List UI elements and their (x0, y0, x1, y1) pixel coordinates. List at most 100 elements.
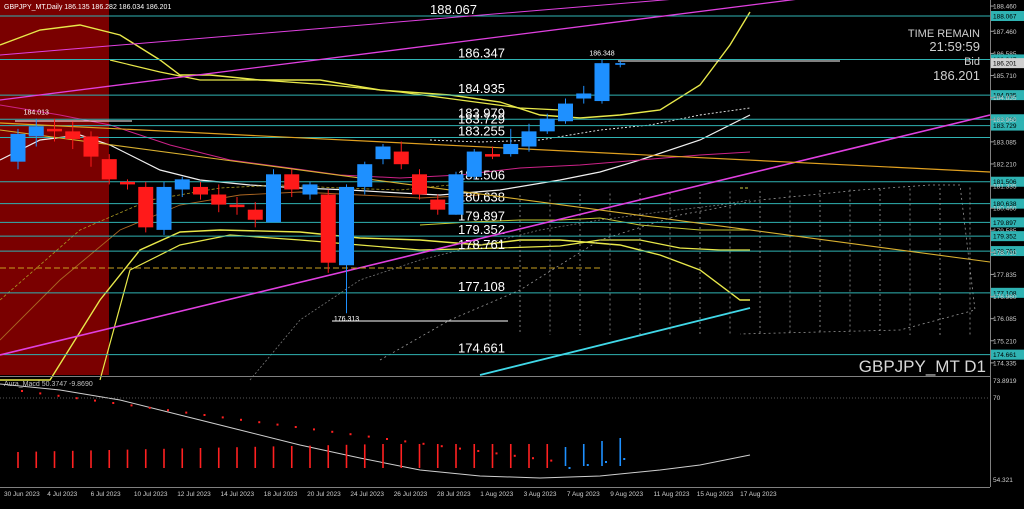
price-tag (991, 120, 1024, 131)
price-tag (991, 198, 1024, 209)
candle[interactable] (485, 146, 500, 160)
price-axis-label: 184.935 (993, 93, 1017, 100)
shaded-zone (0, 0, 109, 375)
macd-signal-dot (75, 397, 78, 400)
price-axis-label: 175.210 (993, 338, 1017, 345)
candle[interactable] (539, 113, 555, 134)
candle[interactable] (576, 85, 592, 104)
trend-channel-lower[interactable] (0, 114, 991, 356)
macd-signal-dot (21, 390, 23, 392)
candle[interactable] (156, 181, 172, 235)
price-axis-label: 174.661 (993, 352, 1017, 359)
macd-signal-dot (331, 430, 334, 433)
trend-line-orange[interactable] (0, 122, 991, 173)
candle[interactable] (10, 128, 26, 170)
time-axis-label: 26 Jul 2023 (394, 491, 428, 498)
macd-signal-dot (349, 433, 352, 436)
candle[interactable] (101, 154, 117, 185)
candle[interactable] (211, 184, 227, 213)
candle[interactable] (393, 141, 409, 170)
time-axis-label: 24 Jul 2023 (350, 491, 384, 498)
candle[interactable] (174, 176, 190, 198)
macd-signal-dot (550, 459, 553, 462)
time-axis-label: 15 Aug 2023 (697, 491, 734, 498)
time-axis-label: 14 Jul 2023 (221, 491, 255, 498)
candle[interactable] (558, 98, 573, 124)
time-axis-label: 28 Jul 2023 (437, 491, 471, 498)
time-axis-label: 18 Jul 2023 (264, 491, 298, 498)
candle[interactable] (503, 128, 519, 157)
price-axis-label: 178.710 (993, 250, 1017, 257)
time-axis-label: 12 Jul 2023 (177, 491, 211, 498)
price-axis-label: 187.460 (993, 29, 1017, 36)
trend-channel-upper-2[interactable] (0, 0, 760, 56)
macd-signal-dot (367, 435, 370, 438)
trend-channel-upper[interactable] (0, 0, 830, 101)
time-axis-label: 1 Aug 2023 (480, 491, 513, 498)
candle[interactable] (47, 118, 62, 142)
candle[interactable] (284, 169, 300, 198)
price-axis-label: 176.960 (993, 294, 1017, 301)
macd-signal-dot (112, 402, 115, 404)
price-axis-label: 177.835 (993, 272, 1017, 279)
trend-line-cyan[interactable] (479, 307, 751, 376)
symbol-watermark: GBPJPY_MT D1 (859, 357, 986, 376)
candle[interactable] (448, 171, 464, 215)
level-label: 184.935 (458, 81, 505, 96)
price-axis-label: 178.761 (993, 249, 1017, 256)
price-axis-label: 177.108 (993, 290, 1017, 297)
time-axis-label: 9 Aug 2023 (610, 491, 643, 498)
price-tag (991, 114, 1024, 125)
time-remain-value: 21:59:59 (929, 39, 980, 54)
price-tag (991, 58, 1024, 69)
symbol-info: GBPJPY_MT,Daily 186.135 186.282 186.034 … (4, 4, 171, 11)
candle[interactable] (193, 181, 208, 200)
indicator-line (429, 107, 751, 143)
trend-line-gold[interactable] (0, 129, 991, 263)
macd-signal-dot (586, 464, 589, 466)
macd-signal-dot (568, 467, 571, 469)
indicator-axis-label: 70 (993, 395, 1001, 402)
price-tag (991, 11, 1024, 21)
candle[interactable] (65, 121, 81, 150)
price-axis-label: 183.979 (993, 117, 1017, 124)
candle[interactable] (594, 59, 610, 104)
time-axis-label: 7 Aug 2023 (567, 491, 600, 498)
indicator-title: Aura_Macd 50.3747 -9.8690 (4, 381, 93, 388)
candle[interactable] (430, 194, 446, 215)
candle[interactable] (120, 179, 135, 190)
candle[interactable] (320, 189, 336, 273)
price-axis-label: 185.710 (993, 73, 1017, 80)
candle[interactable] (266, 169, 281, 223)
candle[interactable] (615, 61, 626, 68)
indicator-line (0, 229, 750, 381)
macd-signal-dot (294, 426, 297, 428)
macd-signal-dot (477, 450, 480, 452)
candle[interactable] (339, 184, 354, 314)
candle[interactable] (521, 123, 537, 152)
candle[interactable] (375, 143, 391, 165)
time-axis-label: 3 Aug 2023 (524, 491, 557, 498)
candle[interactable] (83, 131, 99, 167)
level-label: 179.897 (458, 208, 505, 223)
price-axis-label: 181.506 (993, 179, 1017, 186)
macd-signal-dot (532, 457, 534, 460)
price-axis-label: 188.460 (993, 4, 1017, 11)
macd-signal-dot (313, 428, 315, 431)
macd-signal-dot (276, 423, 279, 426)
candle[interactable] (28, 118, 44, 147)
level-label: 177.108 (458, 279, 505, 294)
candle[interactable] (247, 202, 263, 228)
candle[interactable] (302, 181, 318, 200)
macd-signal-dot (240, 418, 242, 421)
candle[interactable] (229, 197, 245, 215)
price-tag (991, 231, 1024, 242)
time-axis-label: 4 Jul 2023 (47, 491, 77, 498)
candle[interactable] (412, 169, 427, 200)
indicator-line (0, 383, 751, 479)
candle[interactable] (138, 181, 154, 233)
candle[interactable] (466, 149, 482, 180)
candle[interactable] (357, 161, 373, 195)
